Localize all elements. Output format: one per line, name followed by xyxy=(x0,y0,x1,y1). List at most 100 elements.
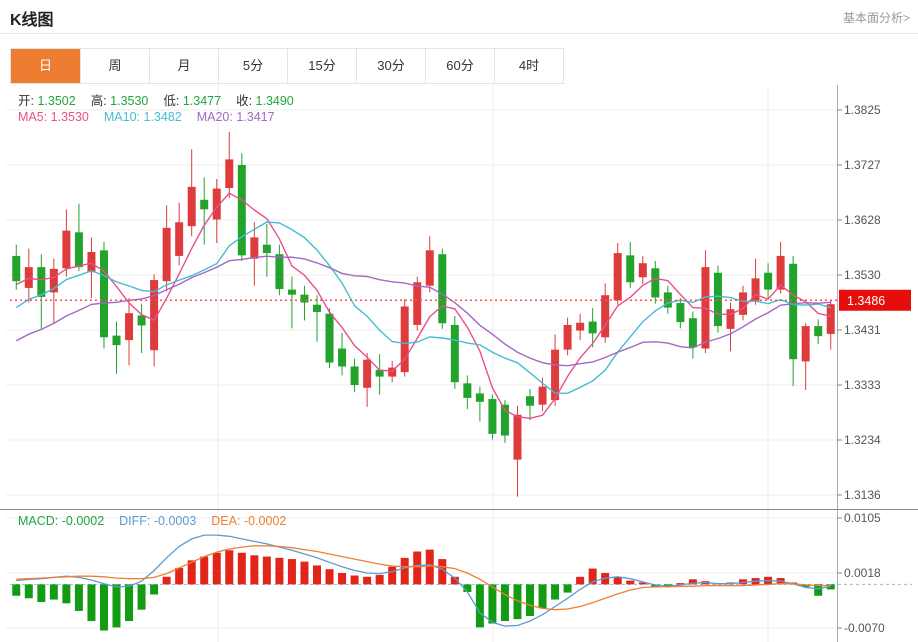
candle-body xyxy=(651,268,660,298)
macd-bar xyxy=(212,552,221,585)
legend-value: -0.0002 xyxy=(61,514,105,528)
current-price-badge-label: 1.3486 xyxy=(847,294,885,308)
macd-bar xyxy=(312,565,321,585)
ohlc-legend: 开: 1.3502 高: 1.3530 低: 1.3477 收: 1.3490 xyxy=(18,90,294,109)
macd-bar xyxy=(463,584,472,592)
macd-bar xyxy=(237,552,246,585)
legend-label: DIFF: xyxy=(119,514,154,528)
candle-body xyxy=(576,322,585,331)
candle-body xyxy=(200,199,209,210)
candle-body xyxy=(12,255,21,282)
macd-bar xyxy=(638,582,647,585)
candle-body xyxy=(438,254,447,324)
legend-pair: MA20: 1.3417 xyxy=(197,110,275,124)
candle-body xyxy=(212,188,221,220)
candle-body xyxy=(425,250,434,286)
tab-period-月[interactable]: 月 xyxy=(149,49,218,83)
legend-pair: DIFF: -0.0003 xyxy=(119,514,196,528)
legend-label: 低: xyxy=(163,94,183,108)
candle-body xyxy=(62,230,71,269)
macd-bar xyxy=(275,557,284,585)
candle-body xyxy=(814,326,823,337)
legend-pair: DEA: -0.0002 xyxy=(211,514,286,528)
candle-body xyxy=(551,349,560,401)
tab-period-30分[interactable]: 30分 xyxy=(356,49,425,83)
tab-period-日[interactable]: 日 xyxy=(11,49,80,83)
candle-body xyxy=(99,250,108,338)
macd-bar xyxy=(551,584,560,600)
candle-body xyxy=(475,393,484,402)
dea-line xyxy=(16,545,831,611)
candle-body xyxy=(388,367,397,377)
macd-bar xyxy=(137,584,146,610)
candle-body xyxy=(112,335,121,346)
macd-bar xyxy=(300,561,309,585)
legend-pair: 低: 1.3477 xyxy=(163,90,221,109)
candle-body xyxy=(49,268,58,293)
fundamental-analysis-link[interactable]: 基本面分析> xyxy=(842,11,910,25)
candle-body xyxy=(287,289,296,295)
legend-value: 1.3530 xyxy=(50,110,89,124)
legend-label: 收: xyxy=(236,94,256,108)
tab-period-周[interactable]: 周 xyxy=(80,49,149,83)
macd-bar xyxy=(62,584,71,604)
macd-bar xyxy=(262,556,271,585)
macd-bar xyxy=(576,576,585,585)
macd-bar xyxy=(563,584,572,593)
macd-bar xyxy=(87,584,96,622)
candle-body xyxy=(776,255,785,290)
legend-value: 1.3490 xyxy=(255,94,294,108)
candle-body xyxy=(726,309,735,329)
candle-body xyxy=(162,227,171,282)
legend-pair: 收: 1.3490 xyxy=(236,90,294,109)
legend-label: MA5: xyxy=(18,110,51,124)
macd-bar xyxy=(626,580,635,585)
candle-body xyxy=(350,366,359,385)
tab-period-15分[interactable]: 15分 xyxy=(287,49,356,83)
legend-value: 1.3417 xyxy=(236,110,275,124)
legend-pair: 开: 1.3502 xyxy=(18,90,76,109)
candle-body xyxy=(613,253,622,301)
macd-bar xyxy=(438,559,447,585)
macd-bar xyxy=(450,576,459,585)
macd-bar xyxy=(676,583,685,585)
candle-body xyxy=(688,318,697,348)
macd-bar xyxy=(651,584,660,588)
candle-body xyxy=(626,255,635,283)
candle-body xyxy=(789,263,798,360)
tab-period-4时[interactable]: 4时 xyxy=(494,49,563,83)
legend-label: MA20: xyxy=(196,110,237,124)
ma-legend: MA5: 1.3530 MA10: 1.3482 MA20: 1.3417 xyxy=(18,110,275,124)
candle-body xyxy=(375,369,384,377)
macd-bar xyxy=(225,550,234,585)
candle-body xyxy=(325,313,334,363)
candle-body xyxy=(237,165,246,256)
candle-body xyxy=(250,237,259,259)
legend-value: 1.3502 xyxy=(37,94,76,108)
candle-body xyxy=(137,315,146,326)
tab-period-5分[interactable]: 5分 xyxy=(218,49,287,83)
legend-value: 1.3482 xyxy=(143,110,182,124)
candle-body xyxy=(312,304,321,313)
candle-body xyxy=(413,282,422,325)
candle-body xyxy=(563,324,572,350)
candle-body xyxy=(175,222,184,256)
ma5-line xyxy=(15,192,831,420)
macd-bar xyxy=(538,584,547,609)
legend-pair: MA5: 1.3530 xyxy=(18,110,89,124)
price-axis-label: 1.3727 xyxy=(844,158,881,172)
price-axis-label: 1.3628 xyxy=(844,213,881,227)
candle-body xyxy=(526,396,535,406)
macd-axis-label: 0.0018 xyxy=(844,566,881,580)
macd-bar xyxy=(49,584,58,600)
macd-bar xyxy=(400,557,409,585)
tab-period-60分[interactable]: 60分 xyxy=(425,49,494,83)
macd-bar xyxy=(112,584,121,628)
macd-bar xyxy=(475,584,484,628)
candle-body xyxy=(463,383,472,398)
macd-axis-label: -0.0070 xyxy=(844,621,885,635)
macd-bar xyxy=(488,584,497,624)
candle-body xyxy=(601,295,610,338)
